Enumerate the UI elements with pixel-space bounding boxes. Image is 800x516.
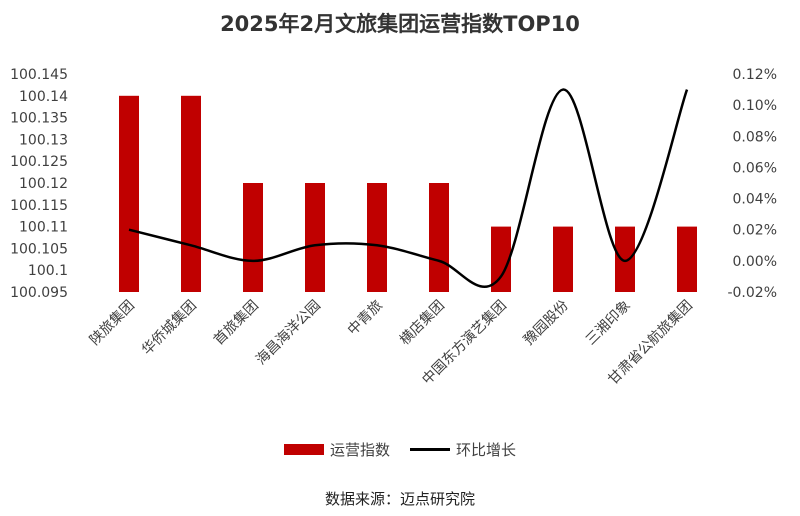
y-left-tick-label: 100.125 (10, 154, 68, 170)
legend-bar-label: 运营指数 (329, 441, 390, 459)
x-category-label: 海昌海洋公园 (253, 298, 324, 369)
x-category-label: 三湘印象 (583, 298, 634, 349)
bar (305, 183, 325, 292)
y-right-tick-label: 0.06% (733, 160, 777, 176)
x-category-label: 陕旅集团 (86, 297, 138, 349)
y-right-tick-label: 0.12% (733, 67, 777, 83)
bar (429, 183, 449, 292)
y-left-tick-label: 100.105 (10, 241, 68, 257)
y-left-tick-label: 100.1 (28, 263, 68, 279)
bar (491, 226, 511, 292)
legend-item-bar: 运营指数 (283, 439, 390, 460)
bar (367, 183, 387, 292)
y-right-tick-label: 0.10% (733, 98, 777, 114)
y-left-tick-label: 100.14 (19, 89, 68, 105)
bar (243, 183, 263, 292)
legend-line-swatch (410, 448, 450, 451)
y-right-tick-label: 0.08% (733, 129, 777, 145)
x-category-label: 中青旅 (345, 298, 386, 339)
bar (677, 226, 697, 292)
y-left-tick-label: 100.095 (10, 285, 68, 301)
chart-title: 2025年2月文旅集团运营指数TOP10 (220, 12, 580, 36)
x-category-label: 首旅集团 (210, 297, 262, 349)
bar (181, 95, 201, 292)
x-category-label: 华侨城集团 (138, 297, 200, 359)
y-left-tick-label: 100.145 (10, 67, 68, 83)
y-left-tick-label: 100.115 (10, 198, 68, 214)
legend-bar-swatch (283, 444, 324, 455)
y-left-tick-label: 100.11 (19, 220, 68, 236)
x-category-label: 豫园股份 (521, 298, 572, 349)
y-left-tick-label: 100.12 (19, 176, 68, 192)
x-category-label: 横店集团 (396, 297, 448, 349)
y-right-tick-label: -0.02% (727, 285, 777, 301)
legend: 运营指数 环比增长 (0, 439, 800, 460)
y-right-tick-label: 0.00% (733, 254, 777, 270)
bar (119, 95, 139, 292)
series-line (128, 88, 689, 289)
y-left-tick-label: 100.13 (19, 132, 68, 148)
y-right-tick-label: 0.02% (733, 223, 777, 239)
legend-line-label: 环比增长 (456, 441, 517, 459)
y-left-tick-label: 100.135 (10, 111, 68, 127)
source-note: 数据来源：迈点研究院 (324, 490, 475, 508)
bar (615, 226, 635, 292)
bar (553, 226, 573, 292)
y-right-tick-label: 0.04% (733, 192, 777, 208)
legend-item-line: 环比增长 (410, 439, 516, 460)
